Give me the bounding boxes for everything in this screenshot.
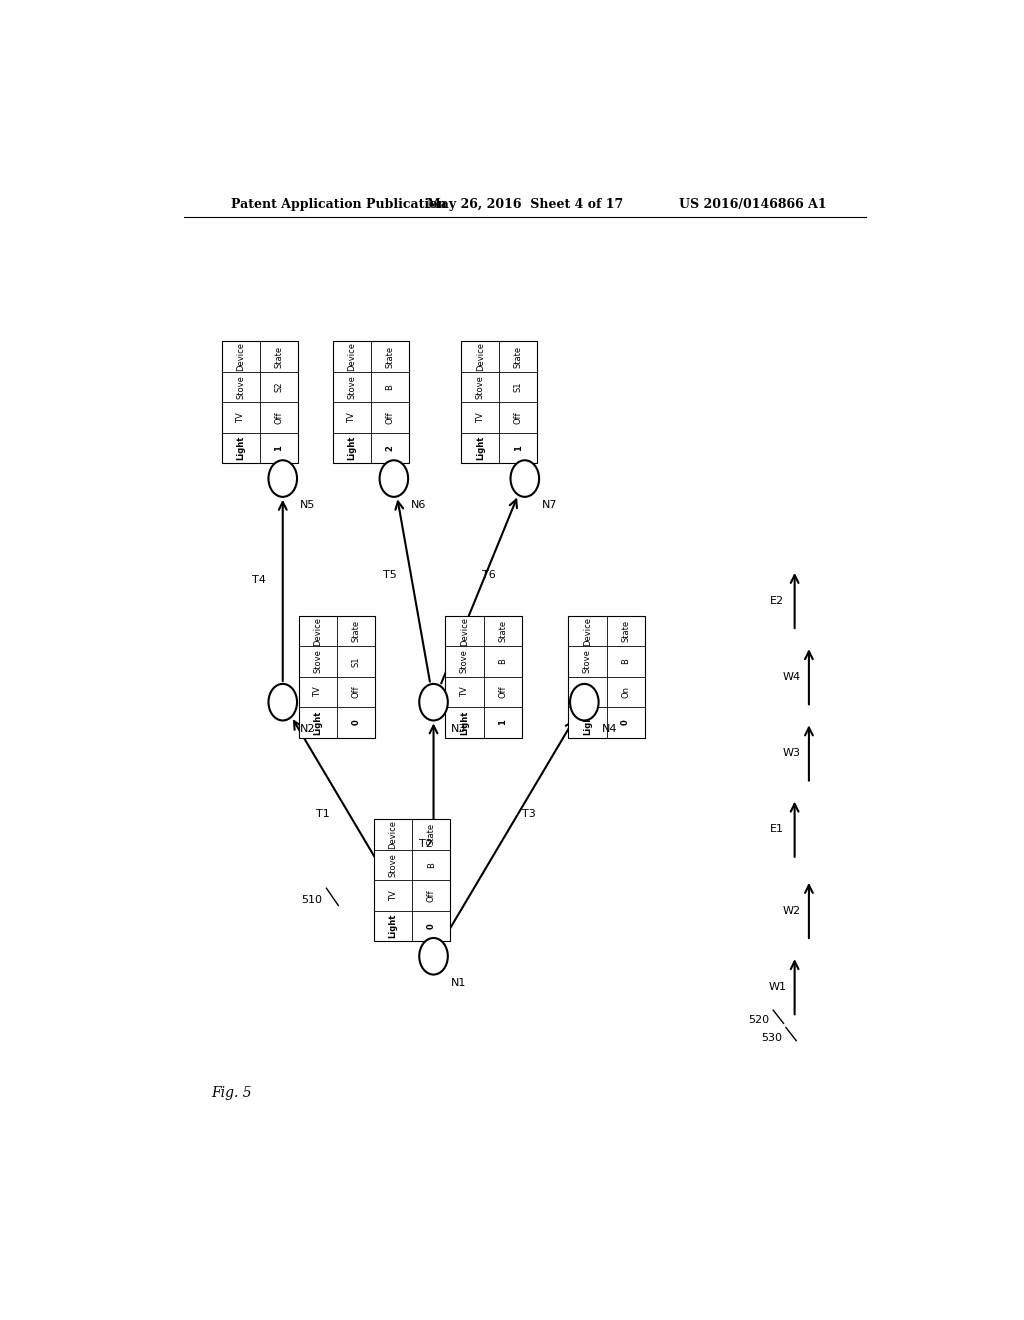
Circle shape: [570, 684, 599, 721]
Text: B: B: [385, 384, 394, 389]
Text: Stove: Stove: [313, 649, 323, 673]
Text: B: B: [427, 862, 435, 867]
Text: W3: W3: [782, 748, 801, 758]
Text: 1: 1: [274, 445, 284, 451]
FancyBboxPatch shape: [568, 615, 645, 738]
Text: Stove: Stove: [237, 375, 245, 399]
Text: Stove: Stove: [460, 649, 469, 673]
Text: Device: Device: [237, 342, 245, 371]
Text: Off: Off: [385, 412, 394, 424]
Text: T1: T1: [315, 809, 330, 818]
Text: N4: N4: [602, 723, 617, 734]
FancyBboxPatch shape: [461, 342, 538, 463]
Text: N2: N2: [300, 723, 315, 734]
Text: 0: 0: [622, 719, 630, 726]
Text: Patent Application Publication: Patent Application Publication: [231, 198, 446, 211]
Text: State: State: [351, 620, 360, 642]
Text: May 26, 2016  Sheet 4 of 17: May 26, 2016 Sheet 4 of 17: [427, 198, 623, 211]
Text: 0: 0: [351, 719, 360, 726]
Text: T4: T4: [252, 576, 266, 585]
Text: TV: TV: [583, 686, 592, 697]
Text: S1: S1: [514, 381, 523, 392]
Circle shape: [268, 684, 297, 721]
FancyBboxPatch shape: [299, 615, 375, 738]
Text: TV: TV: [347, 412, 356, 422]
Text: Device: Device: [583, 616, 592, 645]
Text: B: B: [498, 659, 507, 664]
Text: E1: E1: [770, 824, 784, 834]
Text: 2: 2: [385, 445, 394, 451]
Text: TV: TV: [476, 412, 484, 422]
Text: N1: N1: [451, 978, 466, 987]
Text: S2: S2: [274, 381, 284, 392]
Text: T5: T5: [383, 570, 396, 579]
Text: 1: 1: [498, 719, 507, 726]
Text: Off: Off: [514, 412, 523, 424]
FancyBboxPatch shape: [221, 342, 298, 463]
Text: Stove: Stove: [476, 375, 484, 399]
Text: N3: N3: [451, 723, 466, 734]
Text: TV: TV: [388, 890, 397, 900]
Text: State: State: [514, 346, 523, 368]
Text: 0: 0: [427, 923, 435, 929]
FancyBboxPatch shape: [333, 342, 409, 463]
Text: W2: W2: [782, 906, 801, 916]
Text: Light: Light: [583, 710, 592, 735]
Circle shape: [419, 939, 447, 974]
Text: N6: N6: [412, 500, 427, 510]
Text: 510: 510: [301, 895, 323, 906]
Text: Light: Light: [313, 710, 323, 735]
Text: State: State: [427, 824, 435, 845]
Text: N5: N5: [300, 500, 315, 510]
Text: W1: W1: [768, 982, 786, 991]
Text: TV: TV: [313, 686, 323, 697]
Text: T2: T2: [419, 840, 432, 850]
Text: TV: TV: [237, 412, 245, 422]
Text: Device: Device: [347, 342, 356, 371]
Text: State: State: [622, 620, 630, 642]
Text: State: State: [498, 620, 507, 642]
Circle shape: [268, 461, 297, 496]
Text: 530: 530: [761, 1032, 782, 1043]
Text: T3: T3: [522, 809, 536, 818]
Text: S1: S1: [351, 656, 360, 667]
FancyBboxPatch shape: [374, 818, 451, 941]
Circle shape: [380, 461, 409, 496]
Text: Device: Device: [313, 616, 323, 645]
Text: Off: Off: [498, 685, 507, 698]
Text: Stove: Stove: [583, 649, 592, 673]
Text: Device: Device: [460, 616, 469, 645]
Text: US 2016/0146866 A1: US 2016/0146866 A1: [679, 198, 826, 211]
Text: W4: W4: [782, 672, 801, 681]
Text: On: On: [622, 686, 630, 698]
Text: 1: 1: [514, 445, 523, 451]
Text: State: State: [274, 346, 284, 368]
Text: Off: Off: [274, 412, 284, 424]
Text: Fig. 5: Fig. 5: [211, 1086, 252, 1101]
Circle shape: [419, 684, 447, 721]
Text: State: State: [385, 346, 394, 368]
Text: Stove: Stove: [388, 853, 397, 876]
Text: Device: Device: [476, 342, 484, 371]
Text: TV: TV: [460, 686, 469, 697]
FancyBboxPatch shape: [445, 615, 521, 738]
Text: N7: N7: [543, 500, 558, 510]
Text: Off: Off: [427, 888, 435, 902]
Text: T6: T6: [482, 570, 496, 579]
Circle shape: [511, 461, 539, 496]
Text: Off: Off: [351, 685, 360, 698]
Text: Device: Device: [388, 820, 397, 849]
Text: Light: Light: [237, 436, 245, 461]
Text: Light: Light: [460, 710, 469, 735]
Text: 520: 520: [749, 1015, 769, 1026]
Text: Light: Light: [476, 436, 484, 461]
Text: Light: Light: [388, 913, 397, 939]
Text: Light: Light: [347, 436, 356, 461]
Text: B: B: [622, 659, 630, 664]
Text: E2: E2: [770, 595, 784, 606]
Text: Stove: Stove: [347, 375, 356, 399]
